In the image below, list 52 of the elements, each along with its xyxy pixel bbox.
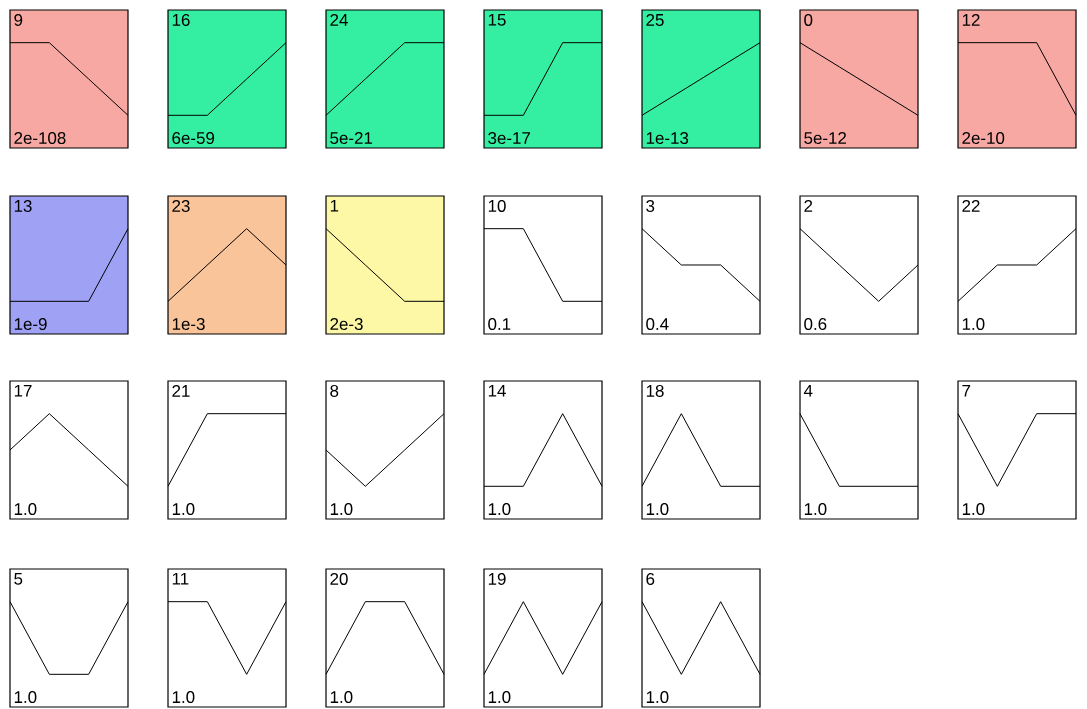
text: 1.0: [804, 503, 827, 516]
text: 1.0: [488, 691, 511, 704]
text: 1.0: [330, 503, 353, 516]
text: 0.4: [646, 318, 669, 331]
chart-title: 2: [804, 199, 813, 212]
chart-title: 17: [14, 384, 32, 397]
text: 1.0: [962, 318, 985, 331]
text: 5e-21: [330, 132, 373, 145]
chart-title: 18: [646, 384, 664, 397]
text: 1e-9: [14, 318, 47, 331]
chart-title: 15: [488, 13, 506, 26]
chart-title: 25: [646, 13, 664, 26]
text: 2e-108: [14, 132, 66, 145]
text: 1.0: [646, 503, 669, 516]
chart-title: 9: [14, 13, 23, 26]
chart-title: 4: [803, 384, 813, 397]
chart-title: 5: [14, 572, 23, 585]
text: 5e-12: [804, 132, 847, 145]
chart-title: 23: [172, 199, 190, 212]
text: 0.6: [804, 318, 827, 331]
chart-title: 7: [962, 384, 971, 397]
chart-title: 6: [646, 572, 655, 585]
text: 1.0: [14, 503, 37, 516]
chart-title: 1: [330, 199, 339, 212]
text: 1.0: [172, 503, 195, 516]
text: 1.0: [488, 503, 511, 516]
chart-title: 12: [962, 13, 980, 26]
text: 3e-17: [488, 132, 531, 145]
chart-title: 3: [646, 199, 655, 212]
chart-title: 19: [488, 572, 506, 585]
text: 2e-3: [330, 318, 363, 331]
text: 1.0: [962, 503, 985, 516]
chart-title: 8: [330, 384, 339, 397]
text: 2e-10: [962, 132, 1005, 145]
text: 1.0: [646, 691, 669, 704]
text: 0.1: [488, 318, 511, 331]
text: 1e-3: [172, 318, 205, 331]
chart-title: 16: [172, 13, 190, 26]
text: 1.0: [330, 691, 353, 704]
chart-title: 24: [330, 13, 348, 26]
chart-title: 21: [172, 384, 190, 397]
chart-title: 13: [14, 199, 32, 212]
text: 1e-13: [646, 132, 689, 145]
chart-title: 10: [488, 199, 506, 212]
chart-title: 20: [330, 572, 348, 585]
chart-title: 0: [804, 13, 813, 26]
text: 6e-59: [172, 132, 215, 145]
text: 1.0: [14, 691, 37, 704]
chart-title: 14: [488, 384, 506, 397]
text: 1.0: [172, 691, 195, 704]
chart-title: 11: [172, 572, 189, 585]
chart-title: 22: [962, 199, 980, 212]
